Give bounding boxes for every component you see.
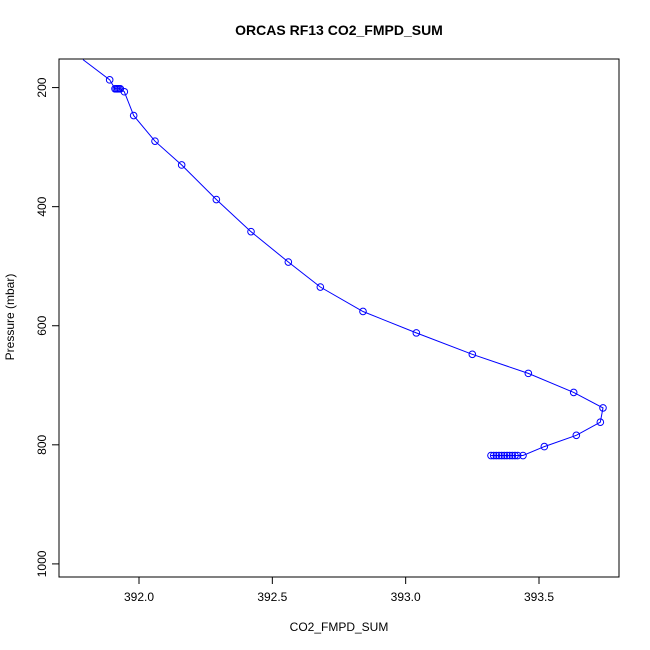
data-point-marker [247, 227, 255, 236]
data-point-marker [212, 195, 221, 204]
y-tick-label: 800 [35, 434, 49, 454]
data-point-marker [316, 283, 325, 291]
data-point-marker [497, 451, 506, 460]
data-point-marker [505, 451, 514, 460]
data-point-marker [540, 442, 549, 451]
data-point-marker [495, 451, 503, 460]
data-point-marker [524, 369, 533, 378]
data-point-marker [513, 451, 522, 460]
y-tick-label: 400 [35, 196, 49, 216]
data-point-marker [151, 137, 159, 145]
series-layer [82, 59, 607, 460]
data-point-marker [599, 404, 607, 412]
series-line [82, 59, 604, 456]
data-point-marker [120, 87, 129, 96]
y-tick-label: 1000 [35, 550, 49, 577]
data-point-marker [177, 161, 186, 169]
y-tick-label: 600 [35, 315, 49, 335]
data-point-marker [468, 350, 477, 359]
data-point-marker [284, 258, 293, 266]
data-point-marker [105, 76, 114, 84]
x-tick-label: 392.0 [124, 590, 154, 604]
data-point-marker [492, 451, 501, 460]
plot-area-frame [58, 58, 620, 578]
data-point-marker [489, 451, 498, 460]
data-point-marker [572, 431, 581, 440]
data-point-marker [487, 451, 495, 460]
y-tick-label: 200 [35, 77, 49, 97]
x-tick-label: 393.0 [391, 590, 421, 604]
y-axis: 200 400 600 800 1000 [35, 77, 59, 577]
data-point-marker [500, 451, 509, 460]
x-tick-label: 392.5 [257, 590, 287, 604]
data-point-marker [519, 451, 527, 460]
data-point-marker [511, 451, 519, 460]
data-point-marker [503, 451, 511, 460]
data-point-marker [596, 418, 605, 426]
chart-title: ORCAS RF13 CO2_FMPD_SUM [235, 22, 443, 38]
data-point-marker [508, 451, 517, 460]
data-point-marker [412, 329, 421, 337]
data-point-marker [129, 111, 138, 120]
y-axis-label: Pressure (mbar) [3, 274, 17, 361]
x-axis-label: CO2_FMPD_SUM [290, 620, 389, 634]
x-axis: 392.0 392.5 393.0 393.5 [124, 577, 554, 604]
x-tick-label: 393.5 [524, 590, 554, 604]
data-point-marker [359, 307, 367, 316]
data-point-marker [569, 388, 578, 397]
